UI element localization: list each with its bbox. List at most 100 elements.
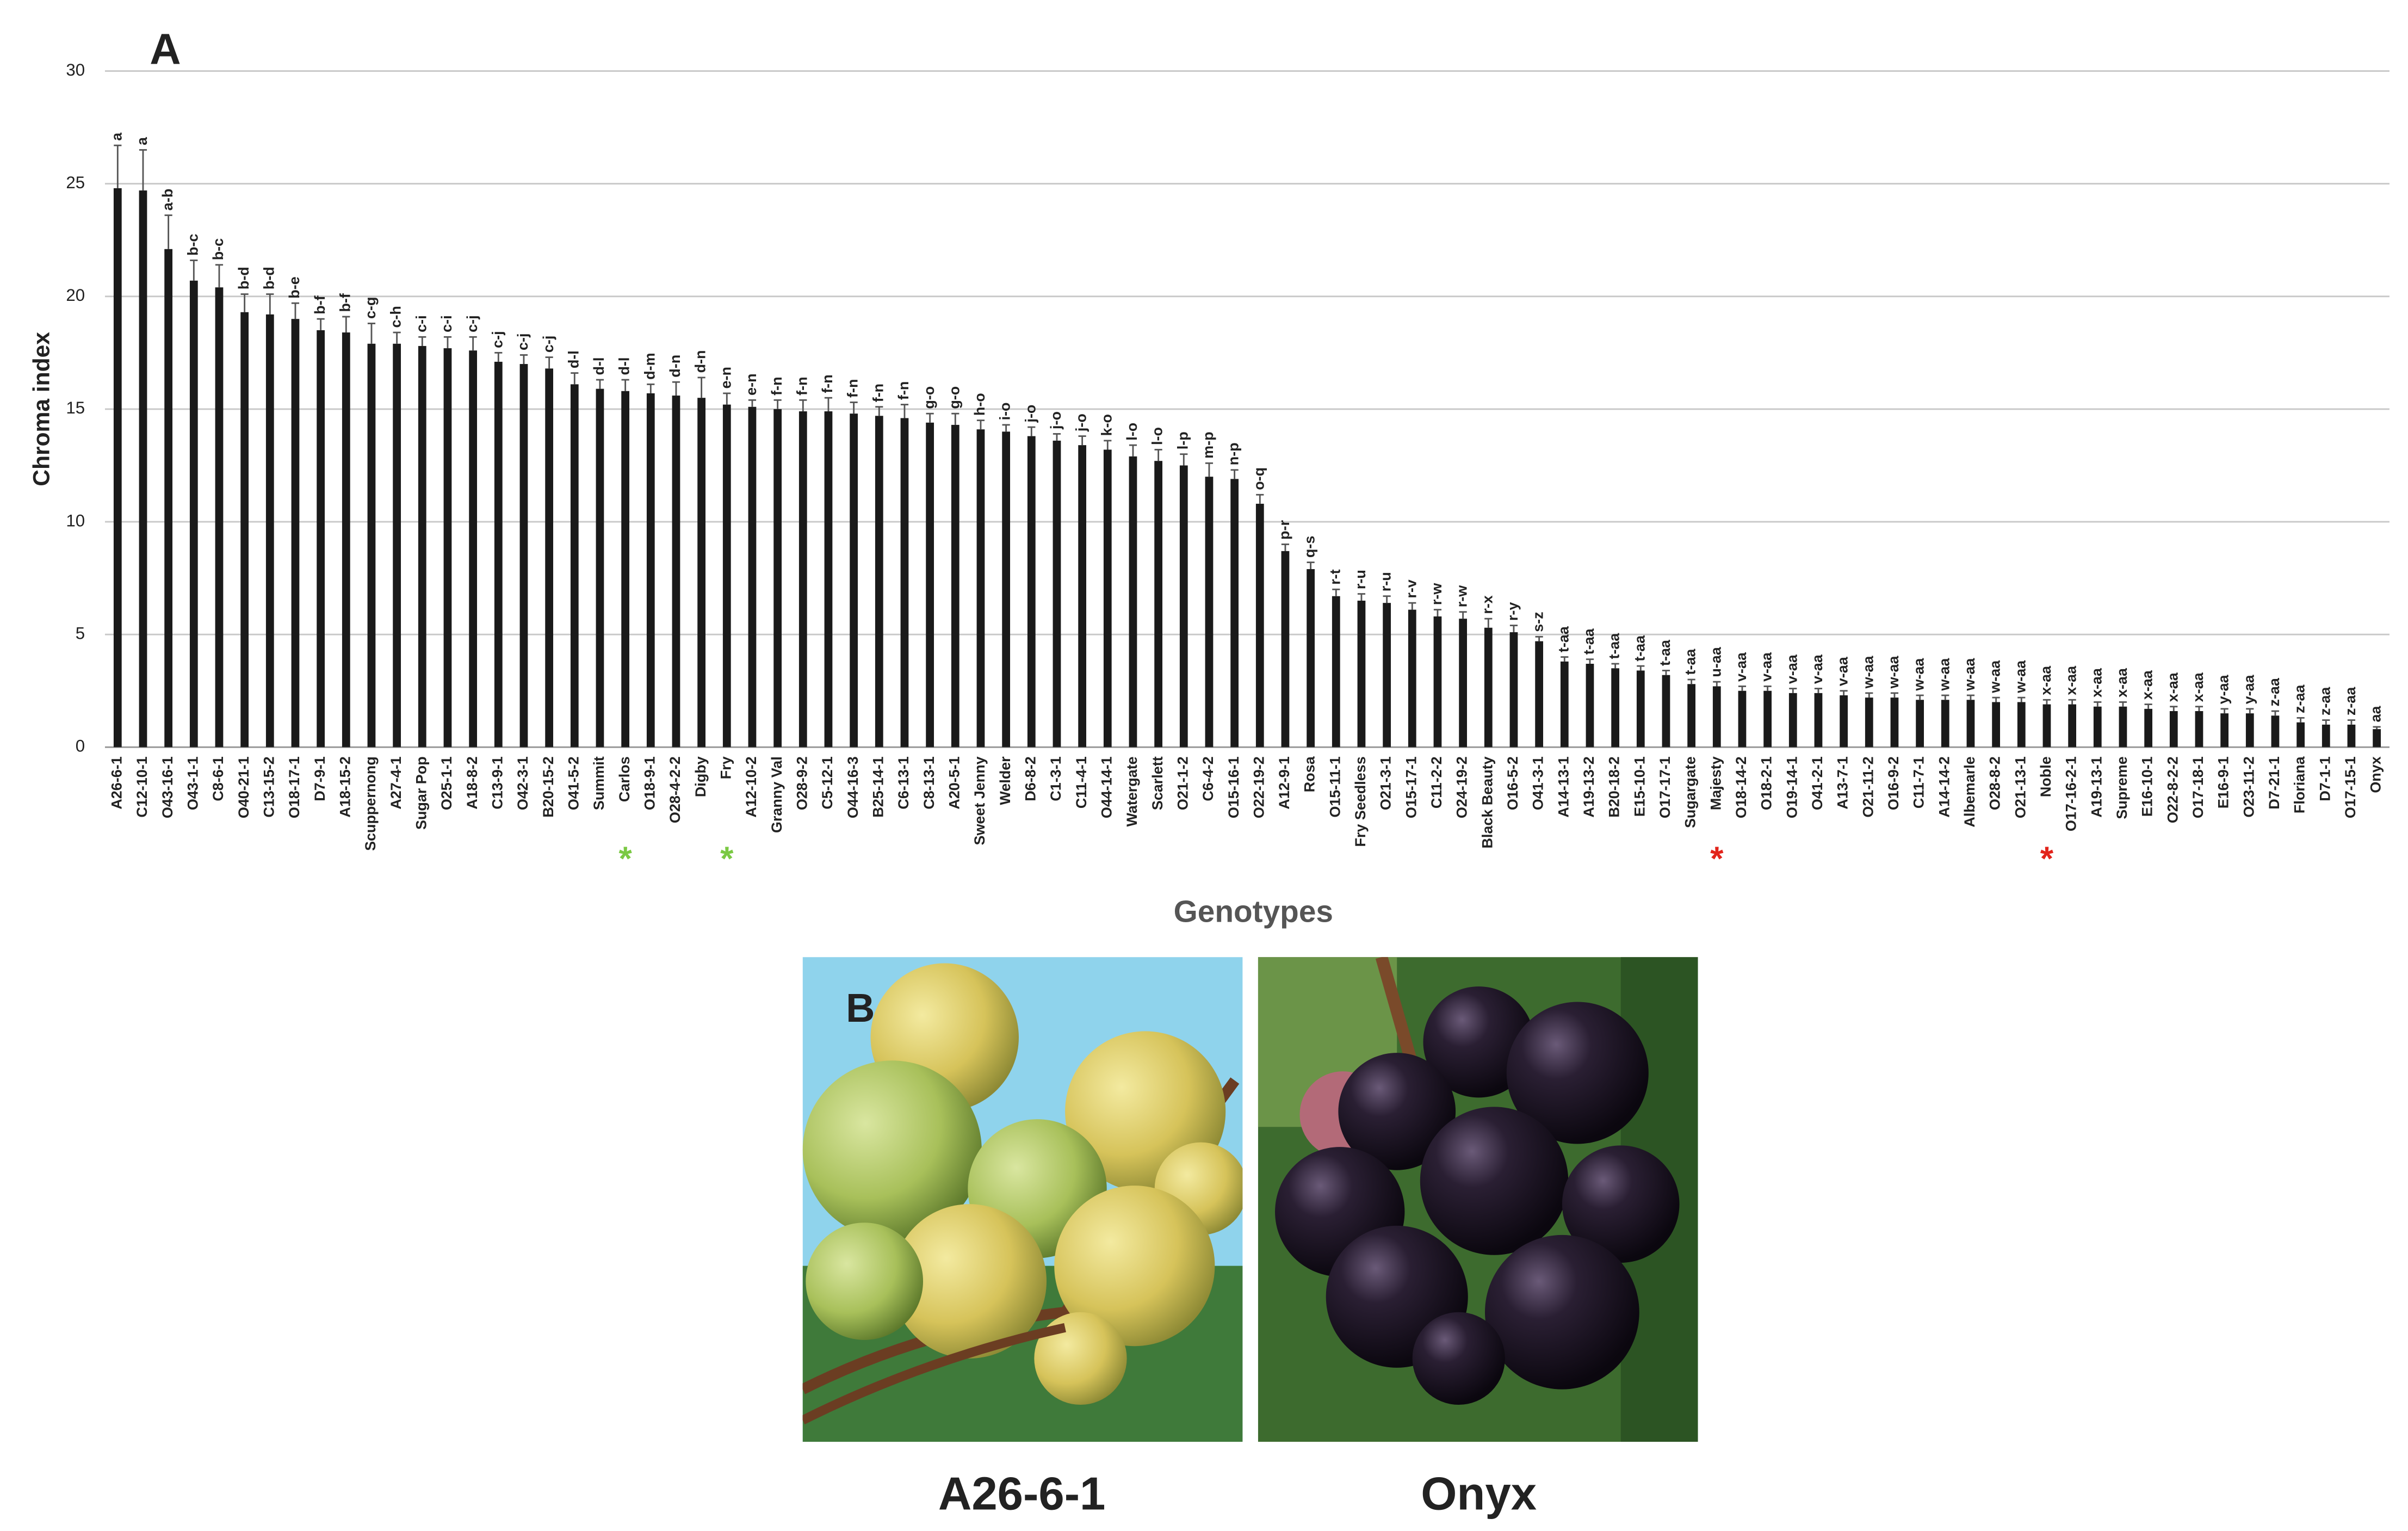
x-tick-label: O21-1-2	[1174, 756, 1191, 810]
bar	[2093, 706, 2102, 748]
group-letter: q-s	[1302, 536, 1318, 558]
x-tick-label: Fry	[717, 756, 734, 779]
bar	[646, 393, 655, 748]
bar	[1738, 690, 1747, 748]
bar	[697, 398, 706, 748]
marker: *	[720, 840, 734, 878]
bar	[1840, 695, 1848, 748]
group-letter: c-j	[489, 331, 505, 348]
y-tick-label: 20	[66, 286, 85, 305]
x-tick-label: O22-8-2-2	[2164, 756, 2181, 823]
group-letter: j-o	[1073, 413, 1090, 432]
group-letter: l-p	[1174, 431, 1191, 449]
x-tick-label: O41-2-1	[1809, 756, 1825, 810]
group-letter: a	[134, 137, 150, 145]
group-letter: d-l	[591, 357, 607, 375]
bar	[2042, 704, 2051, 748]
group-letter: w-aa	[1885, 655, 1902, 689]
bar	[850, 413, 858, 748]
group-letter: b-c	[184, 234, 201, 256]
bar	[1941, 700, 1949, 748]
bar	[1103, 449, 1112, 748]
group-letter: r-v	[1403, 579, 1419, 598]
group-letter: w-aa	[1936, 658, 1952, 692]
marker: *	[2040, 840, 2054, 878]
group-letter: v-aa	[1759, 652, 1775, 682]
group-letter: v-aa	[1733, 652, 1749, 682]
bar	[2068, 704, 2076, 748]
bar	[1509, 632, 1518, 748]
x-tick-label: C13-9-1	[489, 756, 505, 809]
bar	[1662, 675, 1670, 748]
bar	[443, 348, 452, 748]
x-tick-label: O24-19-2	[1454, 756, 1470, 818]
bar	[342, 332, 350, 748]
bar	[1560, 661, 1569, 748]
group-letter: c-g	[362, 297, 379, 319]
group-letter: n-p	[1225, 442, 1242, 465]
group-letter: j-o	[1022, 405, 1038, 423]
x-tick-label: O19-14-1	[1784, 756, 1800, 818]
x-tick-label: Supreme	[2114, 756, 2130, 819]
bar	[1484, 627, 1493, 748]
bar	[748, 406, 757, 748]
x-tick-label: Scuppernong	[362, 756, 379, 851]
group-letter: d-l	[565, 350, 581, 368]
x-tick-label: C5-12-1	[819, 756, 835, 809]
x-tick-label: A14-14-2	[1936, 756, 1952, 817]
x-tick-label: A26-6-1	[108, 756, 125, 809]
x-tick-label: O41-5-2	[565, 756, 581, 810]
y-tick-label: 10	[66, 511, 85, 530]
y-tick-label: 15	[66, 398, 85, 417]
x-tick-label: Carlos	[616, 756, 633, 802]
bar	[2119, 706, 2127, 748]
x-tick-label: Rosa	[1302, 756, 1318, 792]
x-tick-label: Sugargate	[1682, 756, 1699, 828]
x-tick-label: A19-13-2	[1581, 756, 1597, 817]
x-tick-label: O21-11-2	[1860, 756, 1876, 817]
bar	[773, 409, 782, 748]
bar	[1459, 619, 1468, 748]
bar	[139, 190, 147, 748]
bar	[113, 188, 122, 748]
group-letter: r-x	[1479, 595, 1495, 614]
group-letter: z-aa	[2317, 687, 2333, 715]
bar	[494, 361, 503, 748]
bar	[951, 424, 960, 748]
x-tick-label: Granny Val	[769, 756, 785, 833]
group-letter: b-d	[236, 267, 252, 289]
panel-label: B	[846, 985, 875, 1030]
x-tick-label: O17-16-2-1	[2063, 756, 2079, 831]
group-letter: f-n	[819, 374, 835, 393]
x-tick-label: A20-5-1	[946, 756, 962, 809]
y-tick-label: 5	[76, 623, 85, 643]
bar	[1586, 664, 1594, 748]
group-letter: r-y	[1505, 602, 1521, 621]
bar	[824, 411, 833, 748]
x-tick-label: Black Beauty	[1479, 756, 1495, 848]
bar	[1636, 670, 1645, 748]
bar	[1255, 503, 1264, 748]
x-tick-label: C6-13-1	[895, 756, 912, 809]
group-letter: x-aa	[2190, 672, 2206, 702]
x-tick-label: A12-9-1	[1276, 756, 1292, 809]
bar	[317, 330, 325, 748]
bar	[1230, 479, 1239, 748]
x-tick-label: O44-14-1	[1098, 756, 1115, 818]
bar	[2322, 724, 2330, 748]
group-letter: h-o	[971, 393, 988, 416]
bar	[189, 280, 198, 748]
bar	[1687, 684, 1695, 748]
group-letter: v-aa	[1809, 654, 1825, 684]
bar	[875, 416, 883, 748]
x-tick-label: D6-8-2	[1022, 756, 1038, 801]
group-letter: b-d	[261, 267, 277, 289]
group-letter: v-aa	[1784, 654, 1800, 684]
x-tick-label: E16-10-1	[2139, 756, 2156, 817]
group-letter: t-aa	[1606, 633, 1623, 659]
x-tick-label: A12-10-2	[743, 756, 759, 817]
group-letter: w-aa	[1911, 658, 1927, 692]
photo-onyx	[1258, 957, 1698, 1442]
bar	[2373, 729, 2381, 748]
